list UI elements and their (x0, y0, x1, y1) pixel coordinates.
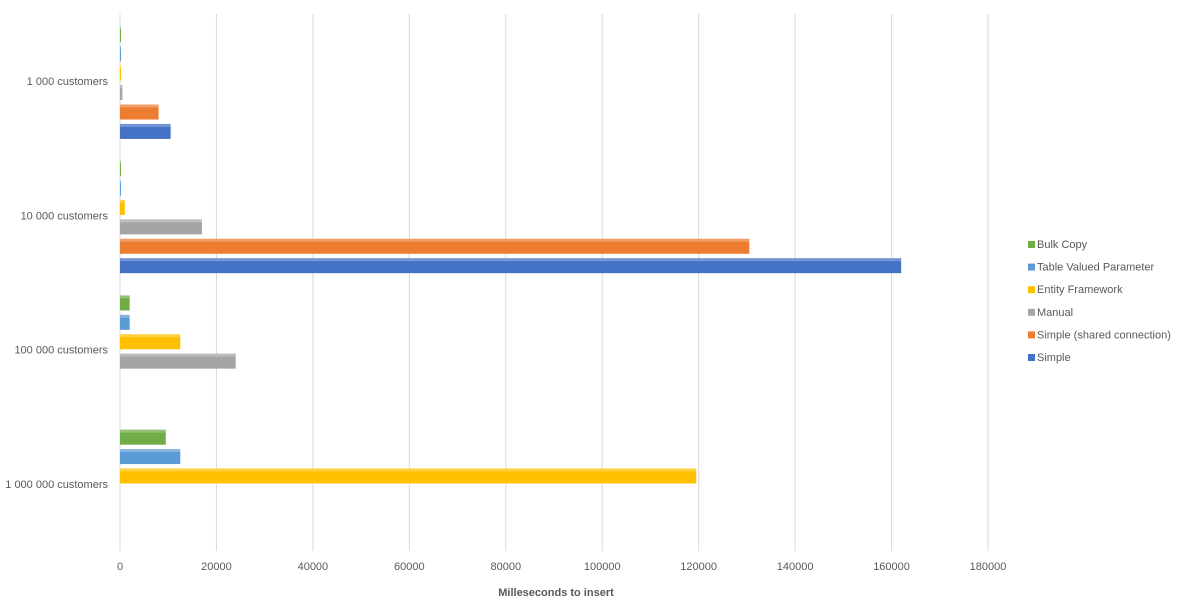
bar-highlight (120, 219, 202, 223)
bar (120, 123, 171, 139)
legend-label: Manual (1037, 307, 1073, 319)
x-tick-label: 20000 (201, 561, 232, 573)
bar (120, 26, 121, 42)
legend: Bulk Copy Table Valued Parameter Entity Fr… (1028, 239, 1171, 364)
bar-highlight (120, 26, 121, 30)
category-label: 1 000 customers (27, 76, 109, 88)
legend-swatch (1028, 286, 1035, 294)
bar (120, 334, 181, 350)
legend-label: Table Valued Parameter (1037, 262, 1155, 274)
gridlines (119, 14, 989, 551)
bar-highlight (120, 468, 697, 472)
bar (120, 104, 159, 120)
bars (120, 26, 902, 484)
legend-swatch (1028, 241, 1035, 248)
x-tick-label: 100000 (584, 561, 621, 573)
bar-highlight (120, 334, 181, 338)
bar (120, 238, 750, 254)
bar (120, 161, 121, 177)
legend-swatch (1028, 331, 1035, 339)
y-axis-categories: 1 000 customers 10 000 customers 100 000 c… (5, 76, 108, 491)
bar-highlight (120, 85, 123, 89)
category-label: 100 000 customers (14, 345, 108, 357)
legend-label: Entity Framework (1037, 284, 1123, 296)
bar-highlight (120, 353, 236, 357)
bar-highlight (120, 449, 181, 453)
bar-highlight (120, 199, 125, 203)
x-axis-ticks: 0 20000 40000 60000 80000 100000 120000 140000 1… (117, 561, 1006, 573)
x-tick-label: 0 (117, 561, 123, 573)
bar (120, 180, 121, 196)
bar (120, 295, 130, 311)
bar (120, 219, 202, 235)
bar (120, 65, 121, 81)
bar (120, 85, 123, 101)
bar-highlight (120, 46, 121, 50)
legend-label: Simple (1037, 352, 1071, 364)
bar (120, 429, 166, 445)
bar-highlight (120, 429, 166, 433)
legend-label: Simple (shared connection) (1037, 329, 1171, 341)
bar-highlight (120, 238, 750, 242)
bar-highlight (120, 161, 121, 165)
bar-highlight (120, 314, 130, 318)
legend-label: Bulk Copy (1037, 239, 1088, 251)
x-axis-title: Milleseconds to insert (498, 587, 614, 599)
category-label: 10 000 customers (21, 210, 109, 222)
legend-swatch (1028, 263, 1035, 271)
bar (120, 468, 697, 484)
legend-swatch (1028, 308, 1035, 316)
x-tick-label: 60000 (394, 561, 425, 573)
bar-highlight (120, 123, 171, 127)
x-tick-label: 160000 (873, 561, 910, 573)
bar-highlight (120, 65, 121, 69)
legend-swatch (1028, 354, 1035, 361)
x-tick-label: 120000 (680, 561, 717, 573)
bar-highlight (120, 258, 902, 262)
x-tick-label: 180000 (970, 561, 1007, 573)
bar (120, 258, 902, 274)
x-tick-label: 40000 (298, 561, 329, 573)
x-tick-label: 140000 (777, 561, 814, 573)
bar (120, 449, 181, 465)
bar (120, 353, 236, 369)
bar (120, 46, 121, 62)
category-label: 1 000 000 customers (5, 479, 108, 491)
bar (120, 314, 130, 330)
bar-highlight (120, 295, 130, 299)
bar (120, 199, 125, 215)
bar-highlight (120, 180, 121, 184)
bar-highlight (120, 104, 159, 108)
x-tick-label: 80000 (490, 561, 521, 573)
